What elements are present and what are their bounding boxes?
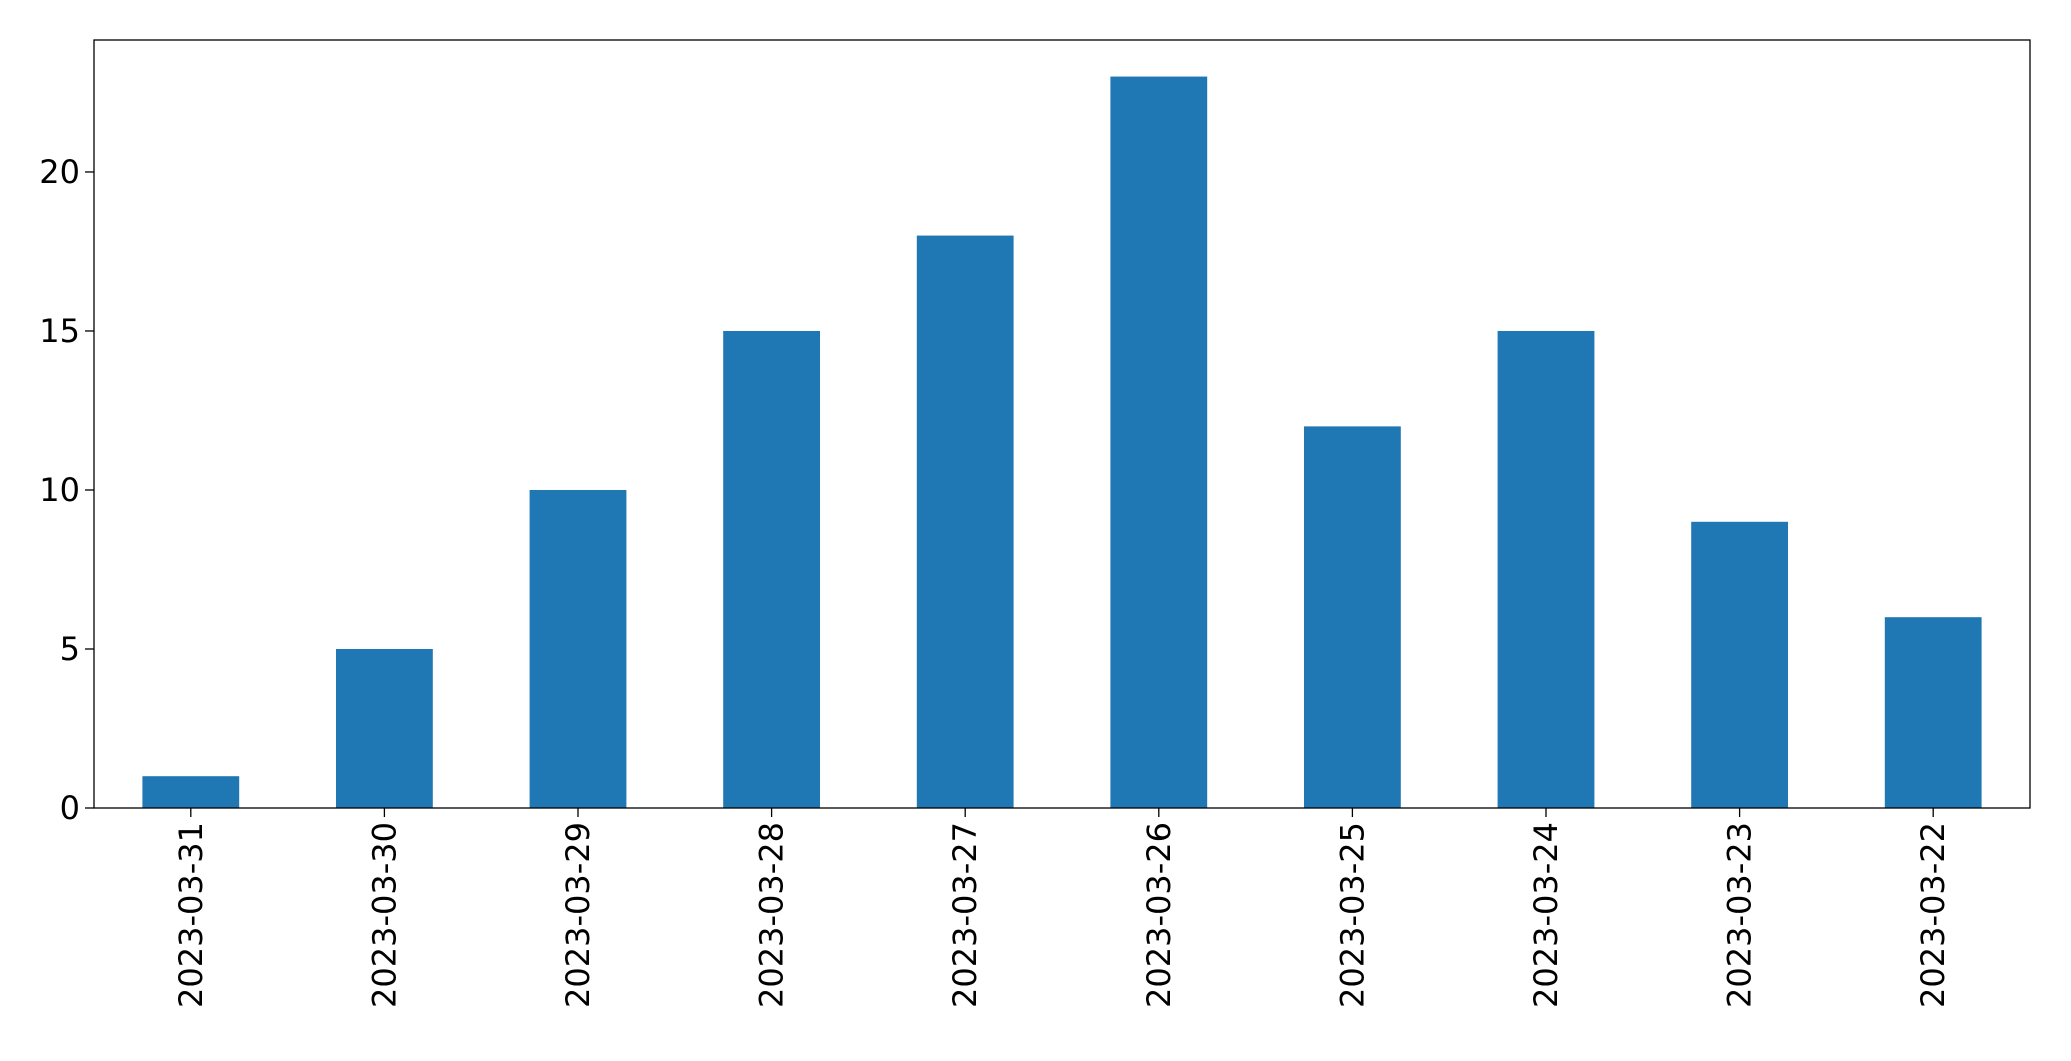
bar: [916, 235, 1014, 808]
bar: [1304, 426, 1401, 808]
bar: [723, 330, 820, 808]
x-tick-label: 2023-03-30: [365, 822, 403, 1008]
y-tick-label: 5: [60, 630, 80, 668]
y-tick-label: 0: [60, 789, 80, 827]
bar: [1497, 330, 1595, 808]
x-tick-label: 2023-03-24: [1527, 822, 1565, 1008]
bar: [142, 776, 240, 808]
x-tick-label: 2023-03-27: [946, 822, 984, 1008]
x-tick-label: 2023-03-22: [1914, 822, 1952, 1008]
y-tick-label: 20: [39, 153, 80, 191]
bar: [1884, 617, 1982, 808]
x-tick-label: 2023-03-25: [1333, 822, 1371, 1008]
y-tick-label: 15: [39, 312, 80, 350]
bar: [529, 489, 627, 808]
axes-frame: [93, 39, 2031, 809]
y-tick-label: 10: [39, 471, 80, 509]
bar: [1110, 76, 1208, 809]
x-tick-label: 2023-03-28: [753, 822, 791, 1008]
x-tick-label: 2023-03-29: [559, 822, 597, 1008]
bar: [336, 648, 433, 808]
x-tick-label: 2023-03-23: [1721, 822, 1759, 1008]
x-tick-label: 2023-03-26: [1140, 822, 1178, 1008]
bar: [1691, 521, 1788, 808]
x-tick-label: 2023-03-31: [172, 822, 210, 1008]
